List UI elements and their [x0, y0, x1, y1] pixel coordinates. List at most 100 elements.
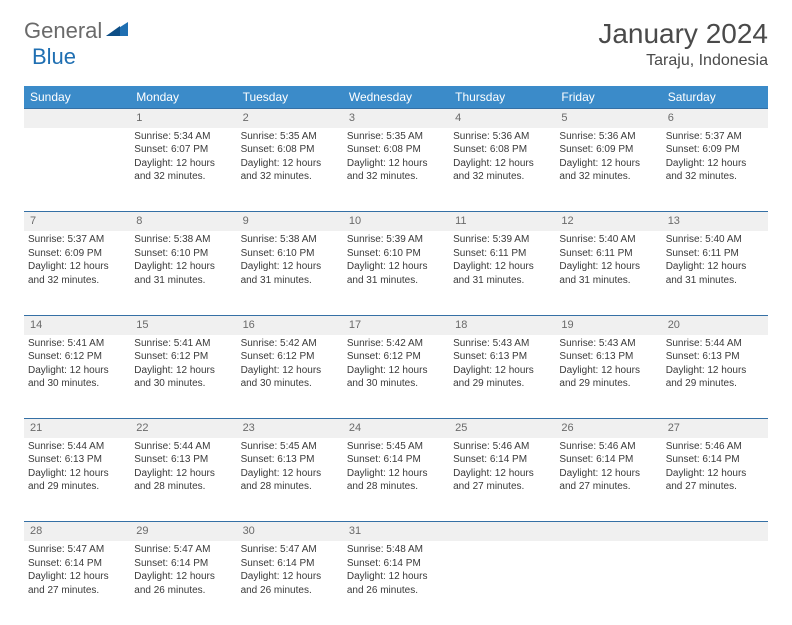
- day-number: 28: [30, 525, 42, 537]
- daylight-line: Daylight: 12 hours and 32 minutes.: [28, 260, 126, 287]
- sunrise-line: Sunrise: 5:37 AM: [666, 130, 764, 144]
- day-number-cell: 5: [555, 109, 661, 128]
- sunset-line: Sunset: 6:10 PM: [241, 247, 339, 261]
- daylight-line: Daylight: 12 hours and 27 minutes.: [559, 467, 657, 494]
- day-number: 23: [243, 422, 255, 434]
- day-number-row: 28293031: [24, 522, 768, 541]
- day-cell: Sunrise: 5:46 AMSunset: 6:14 PMDaylight:…: [662, 438, 768, 522]
- logo-text-blue: Blue: [32, 44, 76, 69]
- logo-text-general: General: [24, 18, 102, 44]
- sunrise-line: Sunrise: 5:36 AM: [453, 130, 551, 144]
- header: General January 2024 Taraju, Indonesia: [24, 18, 768, 70]
- daylight-line: Daylight: 12 hours and 26 minutes.: [134, 570, 232, 597]
- month-title: January 2024: [598, 18, 768, 50]
- day-cell: Sunrise: 5:43 AMSunset: 6:13 PMDaylight:…: [555, 335, 661, 419]
- day-cell: Sunrise: 5:46 AMSunset: 6:14 PMDaylight:…: [449, 438, 555, 522]
- day-number-cell: 11: [449, 212, 555, 231]
- day-number-cell: 29: [130, 522, 236, 541]
- day-number: 6: [668, 112, 674, 124]
- sunset-line: Sunset: 6:10 PM: [134, 247, 232, 261]
- daylight-line: Daylight: 12 hours and 32 minutes.: [347, 157, 445, 184]
- day-number: 18: [455, 319, 467, 331]
- day-number-cell: 26: [555, 419, 661, 438]
- day-cell: Sunrise: 5:37 AMSunset: 6:09 PMDaylight:…: [24, 231, 130, 315]
- day-content-row: Sunrise: 5:47 AMSunset: 6:14 PMDaylight:…: [24, 541, 768, 625]
- day-content-row: Sunrise: 5:34 AMSunset: 6:07 PMDaylight:…: [24, 128, 768, 212]
- day-number-cell: 9: [237, 212, 343, 231]
- day-number-row: 21222324252627: [24, 419, 768, 438]
- day-number-cell: [449, 522, 555, 541]
- sunset-line: Sunset: 6:09 PM: [559, 143, 657, 157]
- sunrise-line: Sunrise: 5:36 AM: [559, 130, 657, 144]
- daylight-line: Daylight: 12 hours and 31 minutes.: [453, 260, 551, 287]
- logo: General: [24, 18, 130, 44]
- day-number-cell: 4: [449, 109, 555, 128]
- day-content-row: Sunrise: 5:37 AMSunset: 6:09 PMDaylight:…: [24, 231, 768, 315]
- sunrise-line: Sunrise: 5:41 AM: [134, 337, 232, 351]
- day-number: 11: [455, 215, 466, 227]
- day-number-cell: 23: [237, 419, 343, 438]
- sunset-line: Sunset: 6:08 PM: [347, 143, 445, 157]
- sunrise-line: Sunrise: 5:46 AM: [559, 440, 657, 454]
- day-cell: Sunrise: 5:42 AMSunset: 6:12 PMDaylight:…: [237, 335, 343, 419]
- daylight-line: Daylight: 12 hours and 29 minutes.: [453, 364, 551, 391]
- sunset-line: Sunset: 6:13 PM: [559, 350, 657, 364]
- day-number-cell: 22: [130, 419, 236, 438]
- day-number-cell: 15: [130, 315, 236, 334]
- day-number-row: 14151617181920: [24, 315, 768, 334]
- sunrise-line: Sunrise: 5:38 AM: [241, 233, 339, 247]
- day-cell: [555, 541, 661, 625]
- daylight-line: Daylight: 12 hours and 28 minutes.: [241, 467, 339, 494]
- weekday-header: Monday: [130, 86, 236, 109]
- daylight-line: Daylight: 12 hours and 31 minutes.: [347, 260, 445, 287]
- day-cell: Sunrise: 5:44 AMSunset: 6:13 PMDaylight:…: [662, 335, 768, 419]
- sunset-line: Sunset: 6:12 PM: [241, 350, 339, 364]
- day-number: 14: [30, 319, 42, 331]
- sunset-line: Sunset: 6:12 PM: [134, 350, 232, 364]
- day-number-cell: 7: [24, 212, 130, 231]
- sunrise-line: Sunrise: 5:39 AM: [453, 233, 551, 247]
- sunset-line: Sunset: 6:14 PM: [347, 453, 445, 467]
- daylight-line: Daylight: 12 hours and 27 minutes.: [28, 570, 126, 597]
- day-cell: Sunrise: 5:36 AMSunset: 6:08 PMDaylight:…: [449, 128, 555, 212]
- day-number-cell: 13: [662, 212, 768, 231]
- day-number-cell: 14: [24, 315, 130, 334]
- day-cell: Sunrise: 5:47 AMSunset: 6:14 PMDaylight:…: [130, 541, 236, 625]
- day-number-cell: 16: [237, 315, 343, 334]
- day-cell: Sunrise: 5:47 AMSunset: 6:14 PMDaylight:…: [24, 541, 130, 625]
- day-number-cell: [555, 522, 661, 541]
- daylight-line: Daylight: 12 hours and 30 minutes.: [134, 364, 232, 391]
- weekday-header-row: SundayMondayTuesdayWednesdayThursdayFrid…: [24, 86, 768, 109]
- daylight-line: Daylight: 12 hours and 32 minutes.: [241, 157, 339, 184]
- sunrise-line: Sunrise: 5:38 AM: [134, 233, 232, 247]
- day-cell: Sunrise: 5:37 AMSunset: 6:09 PMDaylight:…: [662, 128, 768, 212]
- day-number: 25: [455, 422, 467, 434]
- day-number-cell: 17: [343, 315, 449, 334]
- day-number: 1: [136, 112, 142, 124]
- day-cell: Sunrise: 5:39 AMSunset: 6:10 PMDaylight:…: [343, 231, 449, 315]
- title-block: January 2024 Taraju, Indonesia: [598, 18, 768, 70]
- day-number: 7: [30, 215, 36, 227]
- day-number-row: 123456: [24, 109, 768, 128]
- daylight-line: Daylight: 12 hours and 29 minutes.: [28, 467, 126, 494]
- day-number: 19: [561, 319, 573, 331]
- weekday-header: Saturday: [662, 86, 768, 109]
- day-cell: Sunrise: 5:39 AMSunset: 6:11 PMDaylight:…: [449, 231, 555, 315]
- sunset-line: Sunset: 6:14 PM: [28, 557, 126, 571]
- sunrise-line: Sunrise: 5:34 AM: [134, 130, 232, 144]
- daylight-line: Daylight: 12 hours and 30 minutes.: [347, 364, 445, 391]
- logo-triangle-icon: [106, 18, 128, 41]
- weekday-header: Friday: [555, 86, 661, 109]
- day-number-cell: 30: [237, 522, 343, 541]
- daylight-line: Daylight: 12 hours and 28 minutes.: [134, 467, 232, 494]
- daylight-line: Daylight: 12 hours and 29 minutes.: [666, 364, 764, 391]
- day-cell: Sunrise: 5:48 AMSunset: 6:14 PMDaylight:…: [343, 541, 449, 625]
- day-number: 17: [349, 319, 361, 331]
- daylight-line: Daylight: 12 hours and 28 minutes.: [347, 467, 445, 494]
- sunrise-line: Sunrise: 5:45 AM: [241, 440, 339, 454]
- sunset-line: Sunset: 6:08 PM: [453, 143, 551, 157]
- daylight-line: Daylight: 12 hours and 31 minutes.: [241, 260, 339, 287]
- day-number-cell: [662, 522, 768, 541]
- daylight-line: Daylight: 12 hours and 30 minutes.: [241, 364, 339, 391]
- calendar-table: SundayMondayTuesdayWednesdayThursdayFrid…: [24, 86, 768, 625]
